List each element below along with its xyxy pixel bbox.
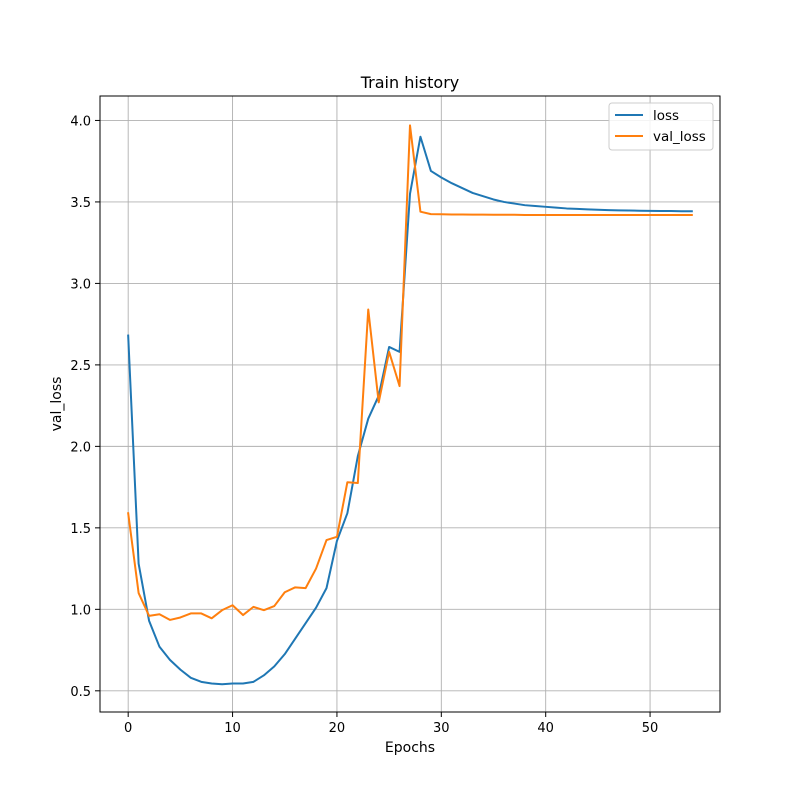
x-tick-label: 50 [642, 721, 659, 736]
series-layer [127, 124, 693, 686]
plot-frame [99, 95, 721, 713]
y-tick-label: 3.5 [70, 196, 91, 211]
grid-layer [100, 96, 720, 712]
y-tick-label: 1.5 [70, 522, 91, 537]
y-tick-label: 0.5 [70, 685, 91, 700]
y-tick-label: 4.0 [70, 114, 91, 129]
y-tick-label: 2.0 [70, 440, 91, 455]
x-tick-label: 30 [433, 721, 450, 736]
legend: loss val_loss [608, 102, 714, 151]
series-line-loss [127, 135, 693, 686]
y-tick-label: 1.0 [70, 603, 91, 618]
x-tick-label: 20 [329, 721, 346, 736]
chart-title: Train history [360, 73, 460, 92]
legend-label-loss: loss [653, 108, 679, 124]
series-line-val-loss [127, 124, 693, 621]
x-axis-label: Epochs [385, 740, 435, 756]
y-tick-label: 2.5 [70, 359, 91, 374]
x-tick-label: 0 [124, 721, 132, 736]
y-axis-label: val_loss [49, 377, 65, 432]
x-tick-label: 10 [224, 721, 241, 736]
legend-label-val-loss: val_loss [653, 129, 706, 145]
x-tick-label: 40 [537, 721, 554, 736]
tick-layer: 0 10 20 30 40 50 0.5 1.0 1.5 2.0 2.5 3.0 3.5 4.0 [70, 114, 658, 736]
y-tick-label: 3.0 [70, 277, 91, 292]
